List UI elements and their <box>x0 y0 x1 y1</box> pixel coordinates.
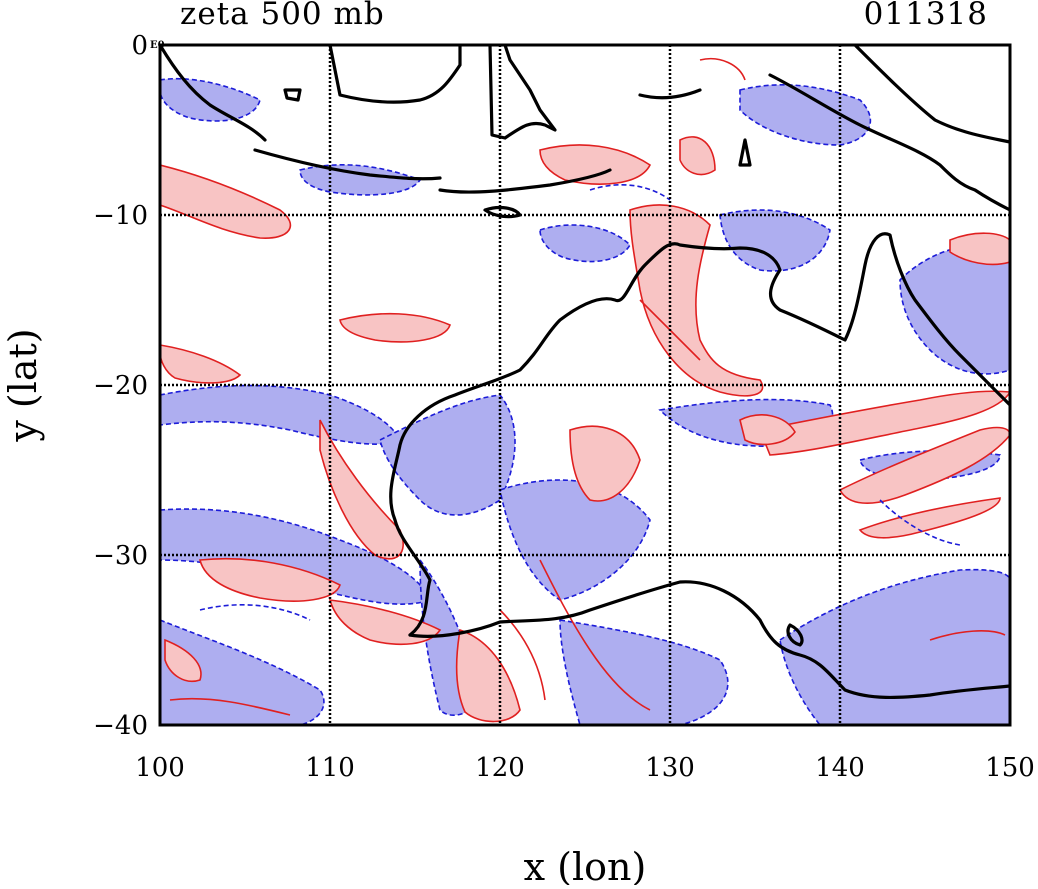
x-tick-label: 130 <box>645 753 695 783</box>
vorticity-field <box>160 45 1010 725</box>
y-tick-label: 0 <box>131 31 148 61</box>
lat-lon-grid <box>160 45 1010 725</box>
contour-lines <box>169 58 1006 716</box>
timestamp-label: 011318 <box>864 0 988 32</box>
y-tick-label: −40 <box>93 711 148 741</box>
x-axis-label: x (lon) <box>524 845 647 885</box>
y-tick-label: −30 <box>93 541 148 571</box>
y-tick-label: −10 <box>93 201 148 231</box>
x-tick-label: 110 <box>305 753 355 783</box>
map-title: zeta 500 mb <box>180 0 385 32</box>
coastlines <box>160 45 1010 700</box>
x-tick-label: 120 <box>475 753 525 783</box>
y-tick-label: −20 <box>93 371 148 401</box>
x-axis: 100 110 120 130 140 150 x (lon) <box>135 753 1035 889</box>
x-tick-label: 100 <box>135 753 185 783</box>
y-axis-label: y (lat) <box>1 328 45 442</box>
positive-vorticity-regions <box>160 136 1010 723</box>
x-tick-label: 150 <box>985 753 1035 783</box>
plot-frame <box>158 43 1012 727</box>
y-tick-suffix: E0 <box>150 40 165 51</box>
y-axis: 0 E0 −10 −20 −30 −40 y (lat) <box>1 31 165 741</box>
x-tick-label: 140 <box>815 753 865 783</box>
